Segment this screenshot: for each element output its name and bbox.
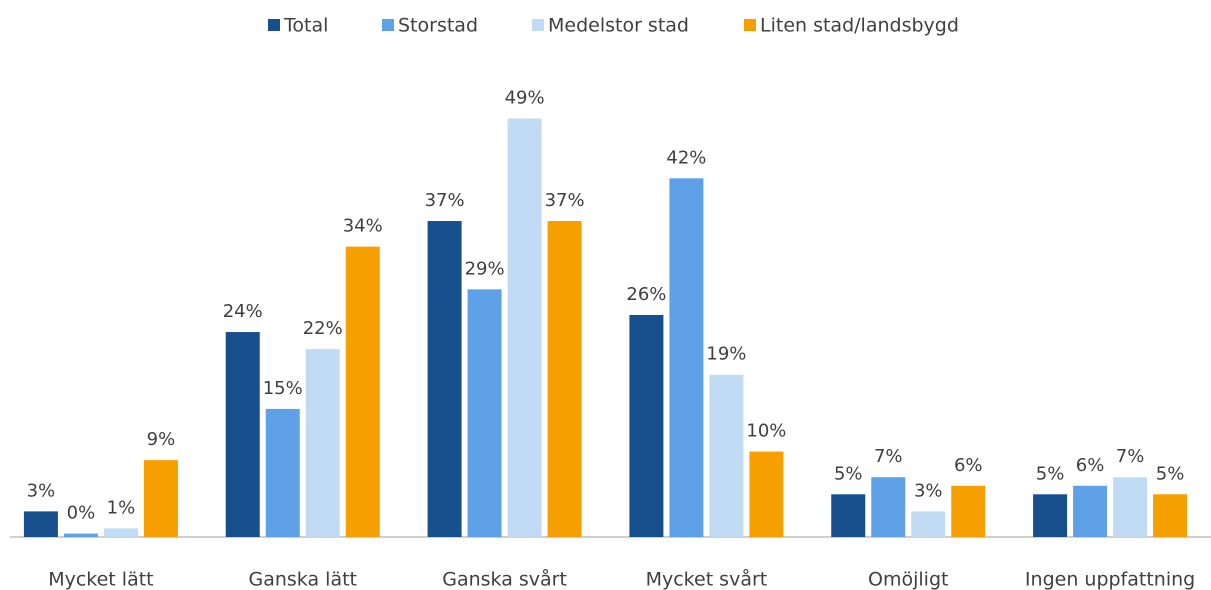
bar	[305, 349, 340, 537]
bar	[1113, 477, 1148, 537]
value-label: 3%	[27, 480, 56, 501]
value-label: 34%	[343, 216, 383, 237]
value-label: 29%	[465, 258, 505, 279]
value-label: 1%	[107, 497, 136, 518]
value-label: 6%	[1076, 455, 1105, 476]
bar	[951, 485, 986, 537]
value-label: 37%	[545, 190, 585, 211]
value-label: 24%	[223, 301, 263, 322]
x-tick-label: Omöjligt	[868, 569, 948, 590]
value-label: 3%	[914, 480, 943, 501]
value-label: 5%	[1036, 463, 1065, 484]
value-label: 26%	[626, 284, 666, 305]
bar	[507, 118, 542, 537]
bar	[225, 332, 260, 537]
value-label: 7%	[874, 446, 903, 467]
x-tick-label: Mycket svårt	[646, 568, 768, 590]
value-label: 22%	[303, 318, 343, 339]
bar	[345, 246, 380, 537]
bar	[831, 494, 866, 537]
value-label: 15%	[263, 378, 303, 399]
bar	[467, 289, 502, 537]
legend-label: Storstad	[398, 15, 478, 37]
x-tick-label: Mycket lätt	[48, 569, 153, 590]
legend-label: Medelstor stad	[548, 15, 689, 37]
bar	[23, 511, 58, 537]
x-tick-label: Ganska svårt	[442, 568, 567, 590]
bar	[265, 408, 300, 537]
value-label: 5%	[1156, 463, 1185, 484]
legend-swatch	[382, 19, 394, 31]
bar	[709, 374, 744, 537]
value-label: 9%	[147, 429, 176, 450]
bar	[103, 528, 138, 537]
legend-swatch	[532, 19, 544, 31]
legend-label: Total	[283, 15, 328, 37]
legend-swatch	[744, 19, 756, 31]
bar	[911, 511, 946, 537]
bar	[547, 221, 582, 537]
x-tick-label: Ganska lätt	[249, 569, 357, 590]
bar	[871, 477, 906, 537]
value-label: 42%	[666, 147, 706, 168]
bar	[427, 221, 462, 537]
x-tick-label: Ingen uppfattning	[1025, 569, 1195, 590]
value-label: 19%	[706, 344, 746, 365]
value-label: 10%	[746, 421, 786, 442]
value-label: 49%	[505, 88, 545, 109]
bar	[63, 533, 98, 537]
bar	[1153, 494, 1188, 537]
bar	[669, 178, 704, 537]
bar	[1073, 485, 1108, 537]
legend-label: Liten stad/landsbygd	[760, 15, 959, 37]
bar	[749, 451, 784, 537]
value-label: 37%	[425, 190, 465, 211]
legend-swatch	[268, 19, 280, 31]
bar	[143, 460, 178, 537]
value-label: 7%	[1116, 446, 1145, 467]
value-label: 6%	[954, 455, 983, 476]
value-label: 0%	[67, 503, 96, 524]
bar	[1033, 494, 1068, 537]
value-label: 5%	[834, 463, 863, 484]
bar	[629, 314, 664, 537]
